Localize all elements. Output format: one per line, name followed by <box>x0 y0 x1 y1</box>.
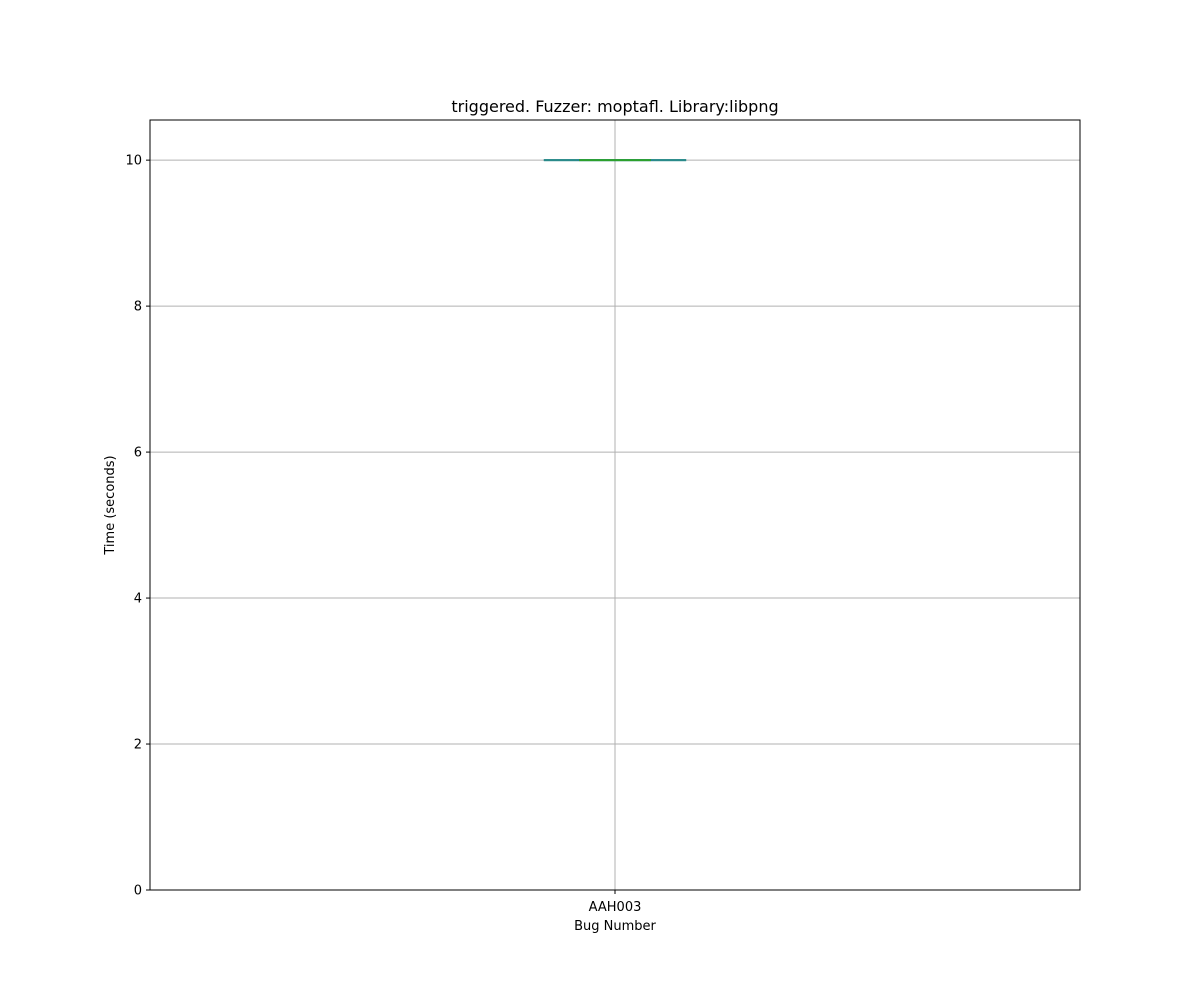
y-tick-label: 8 <box>134 300 142 315</box>
y-axis-label: Time (seconds) <box>103 455 118 555</box>
x-tick-label: AAH003 <box>589 900 642 915</box>
chart-title: triggered. Fuzzer: moptafl. Library:libp… <box>451 97 778 116</box>
y-tick-label: 0 <box>134 884 142 899</box>
y-tick-label: 4 <box>134 592 142 607</box>
y-tick-label: 6 <box>134 446 142 461</box>
y-tick-label: 2 <box>134 738 142 753</box>
y-tick-label: 10 <box>125 154 142 169</box>
x-axis-label: Bug Number <box>574 919 656 934</box>
